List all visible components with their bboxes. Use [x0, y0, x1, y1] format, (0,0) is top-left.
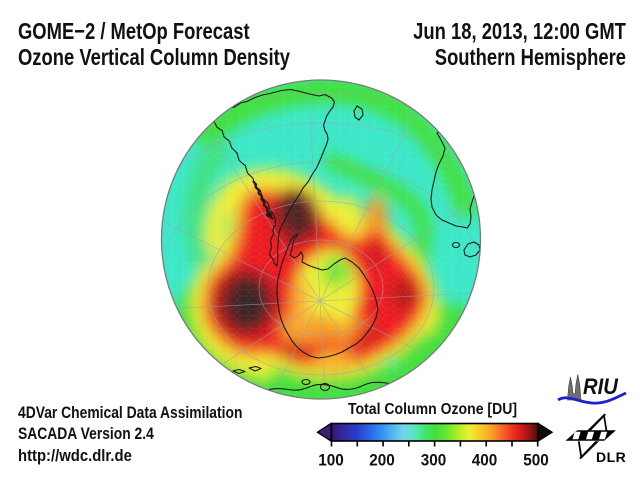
svg-text:DLR: DLR: [596, 449, 626, 465]
svg-text:500: 500: [523, 451, 549, 470]
svg-text:100: 100: [318, 451, 344, 470]
svg-text:300: 300: [421, 451, 447, 470]
svg-text:RIU: RIU: [583, 375, 619, 399]
svg-text:400: 400: [472, 451, 498, 470]
svg-text:200: 200: [369, 451, 395, 470]
